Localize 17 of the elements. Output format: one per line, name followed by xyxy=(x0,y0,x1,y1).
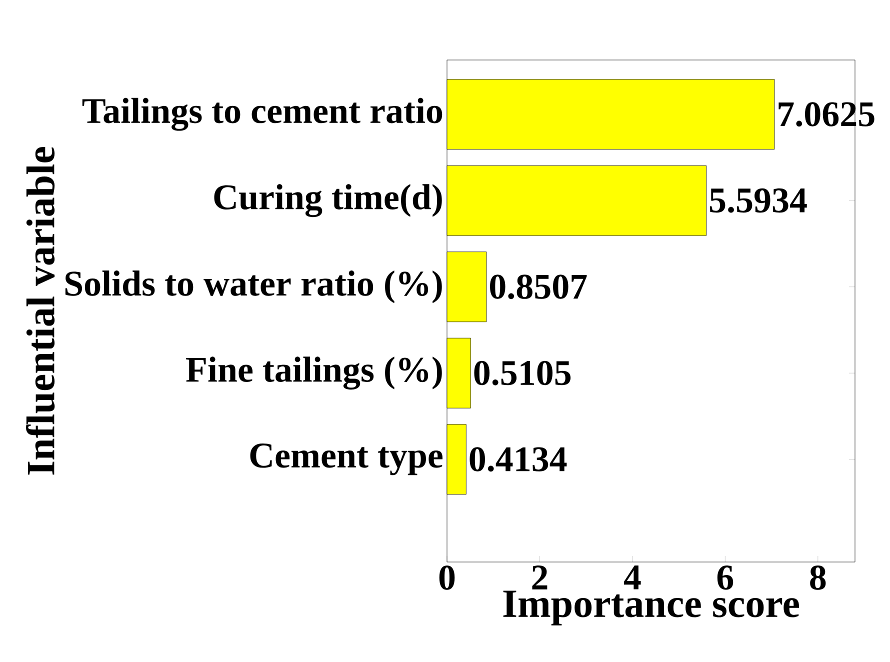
data-label: 0.8507 xyxy=(490,274,587,300)
y-tick-label: Fine tailings (%) xyxy=(186,356,442,390)
data-label: 0.5105 xyxy=(474,360,571,386)
data-label: 5.5934 xyxy=(710,188,807,213)
x-tick-label: 8 xyxy=(810,566,826,590)
y-tick-label: Curing time(d) xyxy=(214,184,442,218)
x-axis-title: Importance score xyxy=(503,590,799,626)
data-label: 7.0625 xyxy=(778,102,874,127)
x-tick-label: 0 xyxy=(439,566,455,590)
y-tick-label: Cement type xyxy=(250,444,442,476)
x-tick-label: 2 xyxy=(532,566,548,590)
y-tick-label: Solids to water ratio (%) xyxy=(65,270,442,304)
data-label: 0.4134 xyxy=(470,447,567,472)
y-axis-title: Influential variable xyxy=(26,147,55,475)
x-tick-label: 4 xyxy=(624,566,641,590)
y-tick-label: Tailings to cement ratio xyxy=(82,98,442,131)
x-tick-label: 6 xyxy=(717,566,734,590)
